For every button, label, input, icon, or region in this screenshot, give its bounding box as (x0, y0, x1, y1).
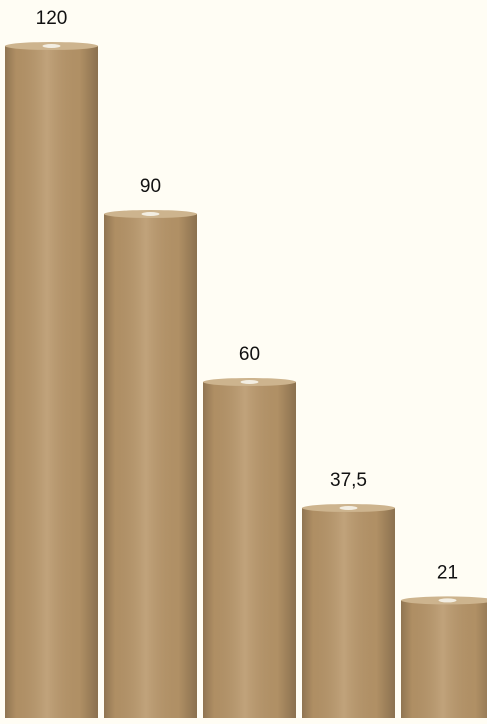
value-label: 37,5 (330, 470, 367, 491)
value-label: 60 (239, 344, 260, 365)
roll-core (438, 598, 457, 603)
roll-shade (104, 214, 197, 718)
roll-shade (203, 382, 296, 718)
roll-shade (302, 508, 395, 718)
value-label: 90 (140, 176, 161, 197)
roll-shade (401, 600, 487, 718)
roll-core (141, 212, 160, 216)
roll-core (42, 44, 61, 48)
value-label: 21 (437, 562, 458, 583)
roll-core (339, 506, 358, 510)
value-label: 120 (36, 8, 68, 29)
roll-shade (5, 46, 98, 718)
roll-core (240, 380, 259, 384)
